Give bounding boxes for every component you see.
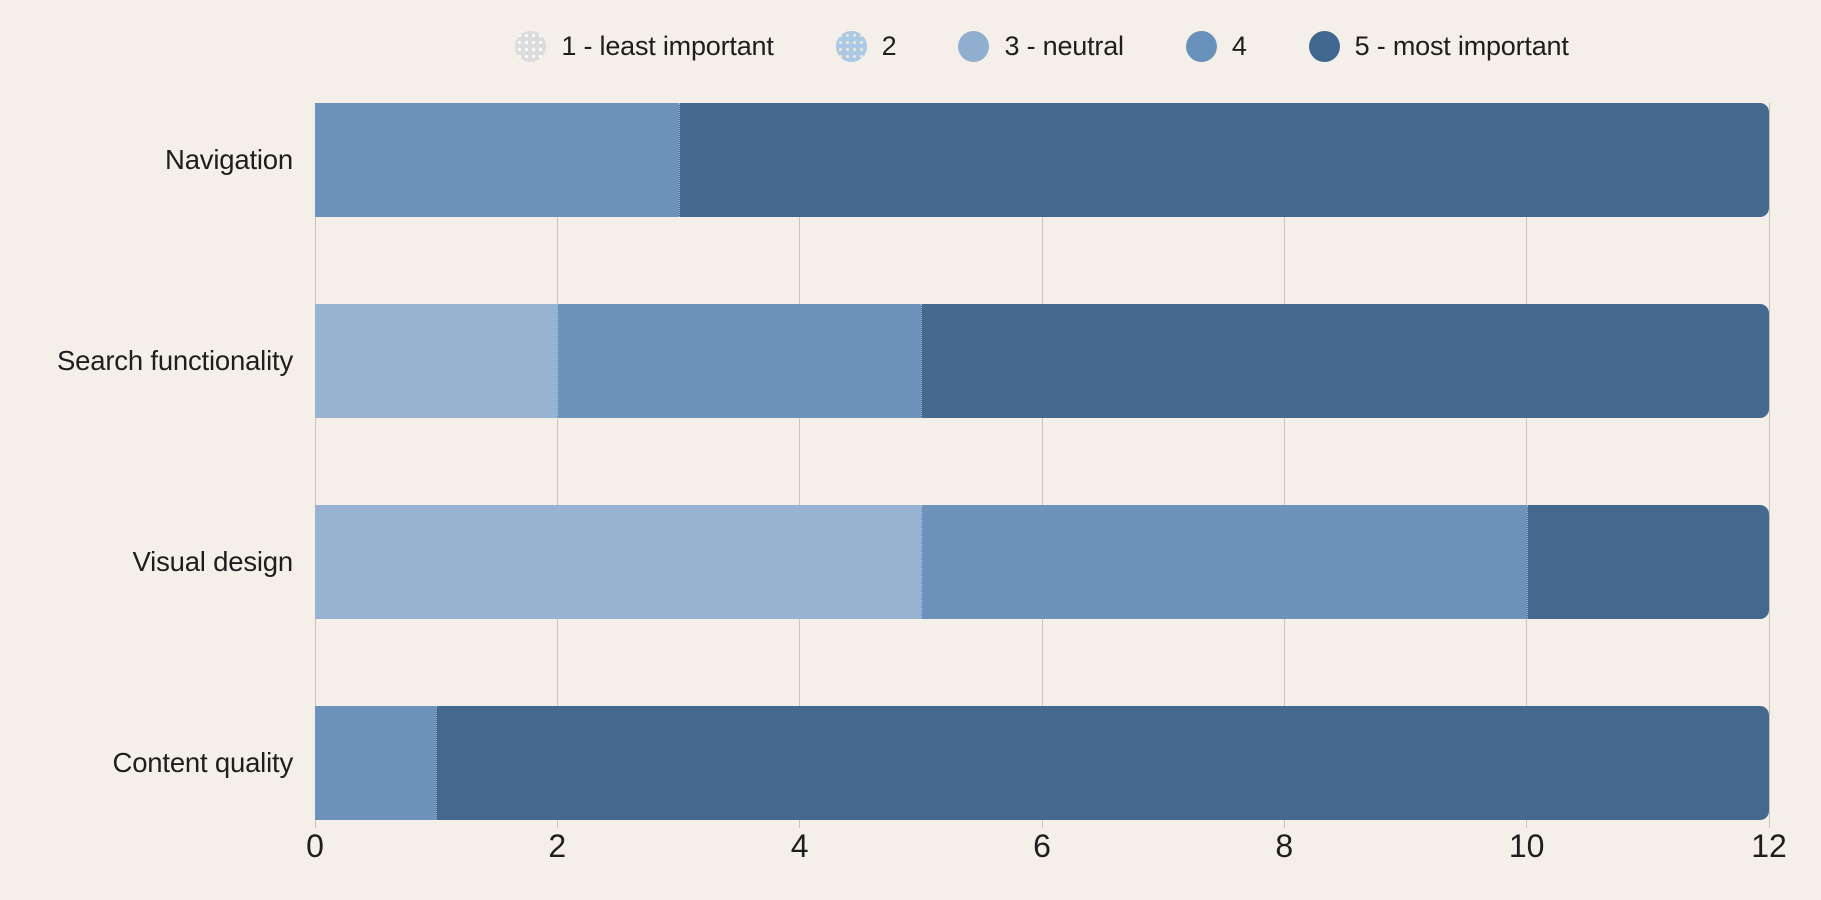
gridline-x-0	[314, 103, 316, 828]
legend-swatch-icon-2	[835, 30, 867, 62]
x-axis-tick-label: 6	[1033, 828, 1051, 864]
bar-segment-rating-4	[557, 304, 921, 418]
legend-swatch-icon-5	[1308, 30, 1340, 62]
category-label: Navigation	[165, 144, 293, 175]
legend-swatch-icon-4	[1185, 30, 1217, 62]
bar-row	[315, 103, 1769, 217]
category-label: Visual design	[132, 546, 294, 577]
gridline-x-2	[556, 103, 558, 828]
legend-item-label: 3 - neutral	[1004, 30, 1124, 61]
bar-segment-rating-5	[436, 706, 1769, 820]
x-axis-tick-label: 10	[1508, 828, 1545, 864]
bar-segment-rating-3	[315, 304, 558, 418]
bar-segment-rating-5	[920, 304, 1769, 418]
x-axis-tick-label: 2	[548, 828, 567, 864]
legend-swatch-icon-1	[515, 30, 547, 62]
x-axis-tick-label: 8	[1275, 828, 1294, 864]
x-axis-tick-label: 12	[1751, 828, 1787, 864]
category-label: Search functionality	[57, 345, 293, 376]
bar-row	[315, 304, 1769, 418]
legend-item-label: 5 - most important	[1354, 30, 1569, 61]
gridline-x-10	[1526, 103, 1528, 828]
legend-item-label: 2	[881, 30, 897, 61]
bar-segment-rating-4	[315, 103, 679, 217]
bar-segment-rating-5	[678, 103, 1769, 217]
gridline-x-6	[1041, 103, 1043, 828]
x-axis-tick-label: 0	[306, 828, 324, 864]
bar-segment-rating-4	[920, 505, 1527, 619]
legend-item-4: 4	[1185, 30, 1247, 62]
gridline-x-8	[1283, 103, 1285, 828]
legend-item-3: 3 - neutral	[958, 30, 1124, 62]
gridline-x-4	[799, 103, 801, 828]
legend-item-label: 4	[1231, 30, 1247, 61]
category-label: Content quality	[112, 747, 294, 778]
bar-row	[315, 505, 1769, 619]
bar-row	[315, 706, 1769, 820]
legend-item-2: 2	[835, 30, 897, 62]
bar-segment-rating-5	[1526, 505, 1769, 619]
legend-item-1: 1 - least important	[515, 30, 774, 62]
bar-segment-rating-4	[315, 706, 437, 820]
legend-swatch-icon-3	[958, 30, 990, 62]
bar-segment-rating-3	[315, 505, 921, 619]
gridline-x-12	[1768, 103, 1770, 828]
x-axis-tick-label: 4	[790, 828, 809, 864]
legend-item-5: 5 - most important	[1308, 30, 1569, 62]
legend-item-label: 1 - least important	[561, 30, 774, 61]
chart-legend: 1 - least important 2 3 - neutral 4 5 - most…	[315, 24, 1769, 68]
